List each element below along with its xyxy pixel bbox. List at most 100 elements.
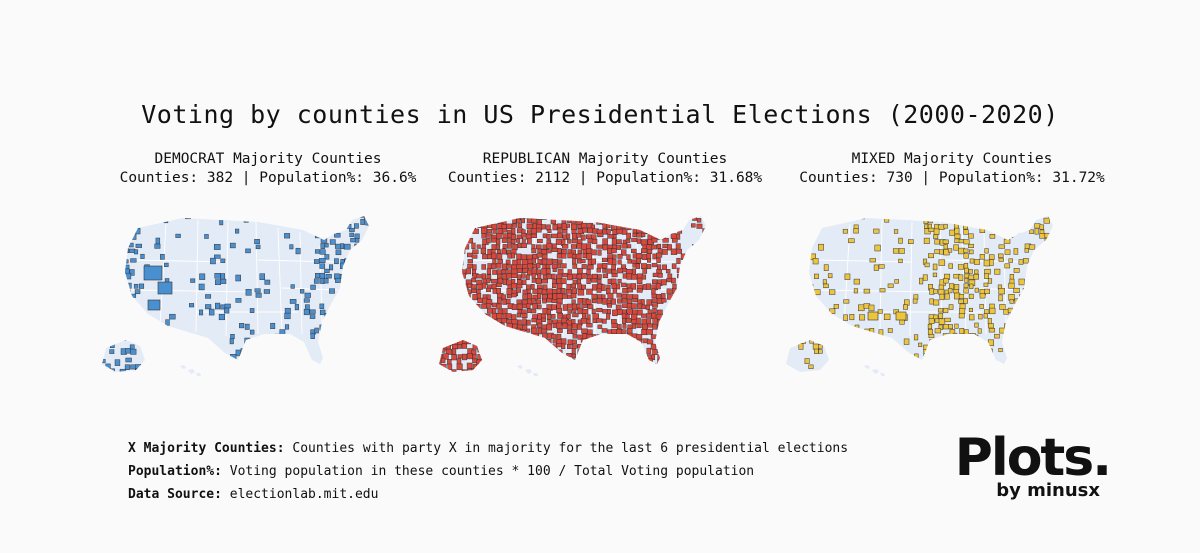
county [948, 363, 955, 368]
county [601, 348, 608, 354]
county [788, 228, 795, 233]
county [562, 322, 568, 329]
county [631, 347, 638, 353]
county [798, 343, 804, 350]
county [439, 369, 443, 372]
county [1043, 249, 1049, 254]
county [597, 278, 602, 284]
county [988, 348, 993, 354]
county [939, 353, 946, 359]
county [686, 368, 693, 372]
county [491, 278, 498, 284]
county [160, 328, 165, 334]
state-border [225, 221, 229, 337]
county [883, 216, 889, 219]
state-border [159, 223, 167, 327]
county [119, 368, 126, 372]
county [988, 219, 995, 226]
county [656, 257, 661, 263]
county [507, 349, 513, 355]
county [491, 283, 497, 290]
county [541, 216, 547, 220]
county [666, 367, 673, 372]
county [461, 343, 468, 349]
county [827, 273, 833, 279]
county [1004, 323, 1009, 328]
county [652, 303, 659, 308]
county [344, 293, 349, 299]
county [697, 334, 704, 339]
county [615, 344, 623, 350]
county [526, 288, 531, 294]
county [571, 339, 577, 345]
county [984, 358, 991, 365]
county [243, 217, 249, 223]
county [592, 284, 598, 291]
county [789, 283, 799, 301]
county [590, 249, 597, 256]
county [676, 288, 681, 296]
county [547, 229, 552, 234]
county [496, 367, 501, 372]
county [617, 259, 622, 265]
county [586, 253, 593, 260]
county [185, 216, 191, 220]
county [475, 339, 481, 344]
county [611, 319, 617, 324]
county [646, 218, 654, 223]
county [667, 343, 673, 349]
county [833, 304, 839, 309]
county [635, 368, 643, 372]
county [249, 308, 255, 313]
county [120, 218, 126, 223]
county [502, 233, 509, 239]
county [335, 249, 342, 256]
county [103, 218, 111, 223]
county [798, 273, 805, 279]
county [441, 274, 448, 280]
county [572, 313, 579, 318]
county [938, 318, 946, 325]
county [787, 273, 792, 279]
county [289, 299, 297, 304]
county [652, 323, 658, 330]
county [702, 282, 706, 290]
county [452, 333, 459, 341]
county [566, 368, 572, 372]
county [938, 367, 945, 372]
county [447, 339, 453, 346]
county [507, 332, 513, 340]
county [587, 227, 593, 234]
county [535, 278, 542, 284]
county [998, 294, 1003, 302]
county [597, 274, 602, 279]
county [979, 354, 984, 360]
state-border [277, 227, 283, 335]
county [477, 223, 482, 228]
county [934, 239, 940, 245]
county [862, 349, 868, 354]
county [974, 364, 979, 371]
county [622, 273, 628, 279]
county [521, 362, 529, 369]
county [340, 243, 345, 250]
county [597, 232, 604, 238]
county [988, 328, 996, 333]
county [696, 348, 703, 353]
county [983, 259, 990, 267]
county [546, 309, 552, 315]
county [557, 259, 563, 264]
county [794, 293, 800, 300]
county [462, 328, 469, 335]
county [646, 216, 652, 218]
county [520, 329, 526, 334]
county [953, 273, 960, 279]
county [545, 268, 551, 274]
county [522, 216, 529, 219]
county [575, 233, 582, 238]
county [472, 344, 478, 350]
county [682, 258, 689, 263]
county [1049, 329, 1053, 335]
county [954, 216, 959, 219]
county [516, 268, 523, 274]
